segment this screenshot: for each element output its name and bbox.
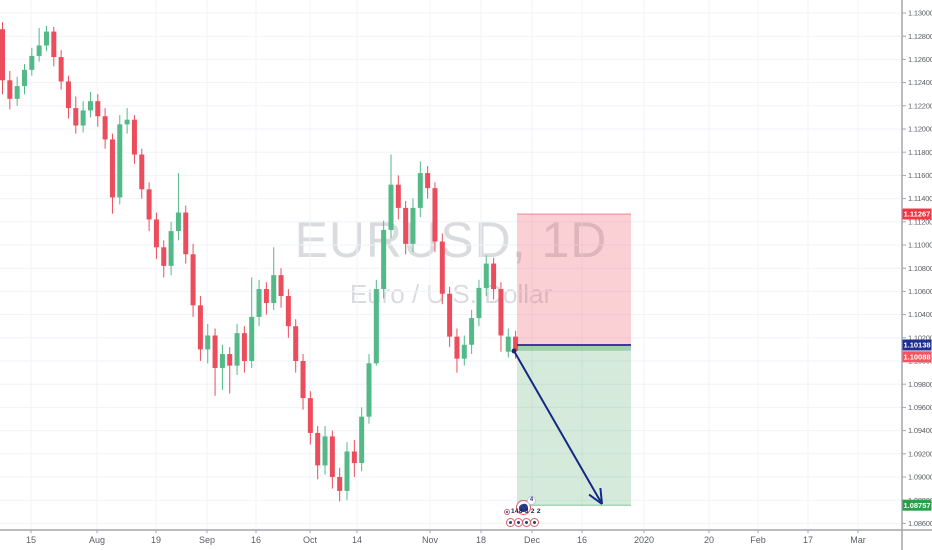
risk-zone	[517, 214, 631, 345]
svg-text:1.09000: 1.09000	[908, 473, 932, 482]
svg-text:1.09800: 1.09800	[908, 380, 932, 389]
svg-text:1.10400: 1.10400	[908, 310, 932, 319]
profit-zone	[517, 344, 631, 506]
candlestick-series[interactable]	[0, 22, 519, 502]
idea-icon[interactable]	[516, 500, 531, 515]
svg-text:20: 20	[704, 535, 714, 545]
idea-stats-text: 148 3 2 2	[511, 508, 541, 515]
svg-text:1.11600: 1.11600	[908, 171, 932, 180]
svg-text:17: 17	[803, 535, 813, 545]
price-labels[interactable]: 1.11267 1.10138 1.10088 1.08757	[902, 208, 932, 511]
reaction-icon	[530, 518, 539, 527]
svg-text:1.09600: 1.09600	[908, 403, 932, 412]
short-position-tool[interactable]	[517, 213, 631, 506]
svg-text:1.09400: 1.09400	[908, 426, 932, 435]
stop-price-label	[902, 208, 932, 220]
svg-text:1.11200: 1.11200	[908, 217, 932, 226]
svg-text:Mar: Mar	[850, 535, 866, 545]
trend-arrow[interactable]	[511, 348, 603, 505]
svg-text:1.11267: 1.11267	[904, 210, 931, 219]
svg-text:19: 19	[151, 535, 161, 545]
svg-text:1.12200: 1.12200	[908, 101, 932, 110]
svg-text:1.08757: 1.08757	[903, 501, 930, 510]
svg-text:1.10800: 1.10800	[908, 264, 932, 273]
svg-text:1.10200: 1.10200	[908, 333, 932, 342]
svg-text:1.11400: 1.11400	[908, 194, 932, 203]
svg-text:16: 16	[251, 535, 261, 545]
svg-text:1.11000: 1.11000	[908, 241, 932, 250]
svg-text:1.12400: 1.12400	[908, 78, 932, 87]
svg-text:16: 16	[577, 535, 587, 545]
svg-text:1.10088: 1.10088	[903, 352, 930, 361]
current-price-label	[902, 351, 932, 363]
svg-text:15: 15	[26, 535, 36, 545]
avatar-icon	[504, 508, 510, 515]
idea-stats: 148 3 2 2	[504, 508, 541, 515]
gridlines	[0, 0, 902, 530]
svg-text:Oct: Oct	[303, 535, 318, 545]
svg-text:1.13000: 1.13000	[908, 9, 932, 18]
svg-text:1.10600: 1.10600	[908, 287, 932, 296]
entry-band	[517, 344, 631, 351]
svg-text:Feb: Feb	[750, 535, 766, 545]
svg-text:1.12000: 1.12000	[908, 125, 932, 134]
target-price-label	[902, 499, 932, 511]
svg-text:1.10138: 1.10138	[903, 341, 930, 350]
svg-text:1.11800: 1.11800	[908, 148, 932, 157]
svg-text:Sep: Sep	[199, 535, 215, 545]
svg-text:14: 14	[352, 535, 362, 545]
svg-text:1.09200: 1.09200	[908, 449, 932, 458]
svg-text:Dec: Dec	[524, 535, 541, 545]
svg-text:Aug: Aug	[89, 535, 105, 545]
time-axis-ticks[interactable]: 15 Aug 19 Sep 16 Oct 14 Nov 18 Dec 16 2020 20 Feb 17 Ma…	[26, 530, 866, 545]
svg-text:1.08600: 1.08600	[908, 519, 932, 528]
entry-price-label	[902, 339, 932, 351]
svg-text:2020: 2020	[634, 535, 654, 545]
svg-text:Nov: Nov	[422, 535, 439, 545]
idea-marker[interactable]: 4 148 3 2 2	[503, 496, 547, 530]
price-axis-ticks[interactable]: 1.13000 1.12800 1.12600 1.12400 1.12200 1.120…	[902, 9, 932, 528]
svg-text:1.12600: 1.12600	[908, 55, 932, 64]
svg-text:18: 18	[476, 535, 486, 545]
idea-count-badge: 4	[527, 496, 536, 505]
svg-text:1.12800: 1.12800	[908, 32, 932, 41]
